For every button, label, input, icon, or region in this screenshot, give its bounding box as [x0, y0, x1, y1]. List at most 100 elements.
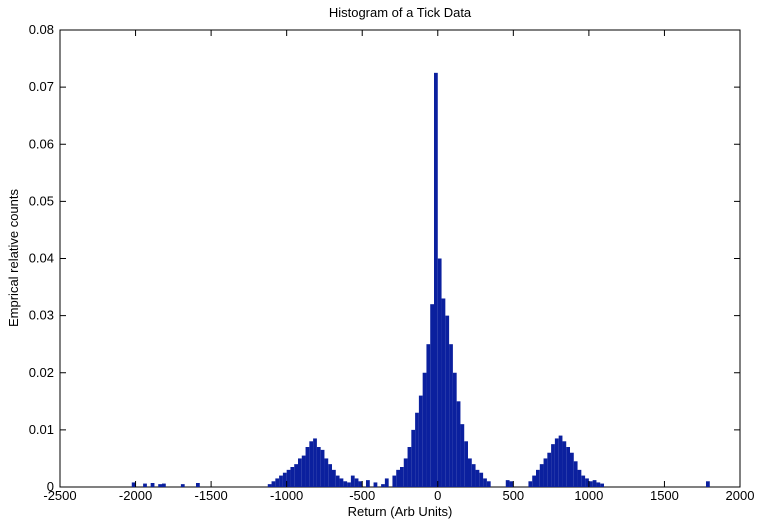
- bar: [407, 447, 412, 487]
- bar: [468, 458, 472, 487]
- bar: [343, 481, 348, 487]
- bar: [573, 461, 578, 487]
- bar: [196, 483, 200, 487]
- x-axis-label: Return (Arb Units): [348, 504, 453, 519]
- x-tick-label: -1000: [270, 488, 303, 503]
- bar: [539, 464, 544, 487]
- bar: [426, 344, 431, 487]
- bar: [585, 478, 589, 487]
- chart-title: Histogram of a Tick Data: [329, 5, 472, 20]
- bar: [403, 458, 408, 487]
- bar: [328, 464, 332, 487]
- bar: [483, 478, 487, 487]
- bar: [415, 412, 419, 487]
- bar: [434, 72, 438, 487]
- bar: [592, 480, 597, 487]
- bar: [313, 438, 317, 487]
- y-tick-label: 0.06: [29, 136, 54, 151]
- bar: [384, 478, 389, 487]
- bar: [366, 480, 370, 487]
- bar: [392, 475, 397, 487]
- bar: [305, 447, 310, 487]
- bar: [275, 478, 280, 487]
- bar: [509, 481, 514, 487]
- bar: [460, 424, 465, 487]
- bar: [143, 483, 147, 487]
- x-tick-label: 1500: [650, 488, 679, 503]
- bar: [528, 481, 533, 487]
- bar: [706, 481, 710, 487]
- bar: [350, 475, 355, 487]
- bar: [600, 483, 604, 487]
- bar: [422, 372, 427, 487]
- bar: [536, 469, 540, 487]
- bar: [150, 483, 155, 487]
- y-tick-label: 0: [47, 479, 54, 494]
- bar: [596, 482, 601, 487]
- bar: [347, 482, 351, 487]
- bar: [279, 475, 283, 487]
- bar: [282, 472, 287, 487]
- bar: [551, 444, 555, 487]
- bar: [449, 344, 453, 487]
- y-tick-label: 0.02: [29, 365, 54, 380]
- bar: [475, 469, 480, 487]
- y-tick-label: 0.05: [29, 193, 54, 208]
- bar: [486, 481, 491, 487]
- bar: [400, 467, 404, 487]
- bar: [554, 438, 559, 487]
- bar: [298, 458, 302, 487]
- bar: [354, 478, 359, 487]
- bar: [320, 449, 325, 487]
- bar: [358, 481, 363, 487]
- y-tick-label: 0.04: [29, 251, 54, 266]
- y-tick-label: 0.03: [29, 308, 54, 323]
- bar: [301, 455, 306, 487]
- x-tick-label: -500: [349, 488, 375, 503]
- x-tick-label: -2500: [43, 488, 76, 503]
- bar: [418, 395, 423, 487]
- y-tick-label: 0.01: [29, 422, 54, 437]
- bar: [505, 480, 510, 487]
- bar: [332, 469, 336, 487]
- bar: [437, 258, 442, 487]
- x-tick-label: 500: [502, 488, 524, 503]
- x-tick-label: 1000: [574, 488, 603, 503]
- bar: [558, 435, 563, 487]
- bar: [566, 447, 570, 487]
- x-tick-label: -2000: [119, 488, 152, 503]
- bar: [162, 483, 166, 487]
- bar: [543, 458, 548, 487]
- bar: [267, 484, 272, 487]
- y-axis-label: Emprical relative counts: [6, 189, 21, 327]
- bar: [532, 475, 536, 487]
- bar: [588, 481, 593, 487]
- bar: [547, 452, 552, 487]
- bar: [570, 452, 574, 487]
- bar: [286, 469, 291, 487]
- x-tick-label: -1500: [194, 488, 227, 503]
- bar: [316, 447, 321, 487]
- bar: [373, 482, 378, 487]
- bar: [441, 298, 446, 487]
- y-tick-label: 0.07: [29, 79, 54, 94]
- bar: [445, 315, 450, 487]
- y-tick-label: 0.08: [29, 22, 54, 37]
- bar: [562, 441, 567, 487]
- bar: [396, 469, 400, 487]
- bar: [271, 481, 276, 487]
- bar: [158, 484, 162, 487]
- plot-frame: [59, 29, 741, 488]
- bar: [411, 429, 416, 487]
- x-tick-label: 2000: [726, 488, 755, 503]
- bar: [381, 484, 385, 487]
- bar: [290, 467, 295, 487]
- bar: [339, 478, 344, 487]
- bar: [464, 441, 468, 487]
- x-tick-label: 0: [434, 488, 441, 503]
- bar: [581, 475, 586, 487]
- bar: [131, 482, 136, 487]
- bar: [479, 472, 484, 487]
- bar: [452, 372, 457, 487]
- bar: [335, 475, 340, 487]
